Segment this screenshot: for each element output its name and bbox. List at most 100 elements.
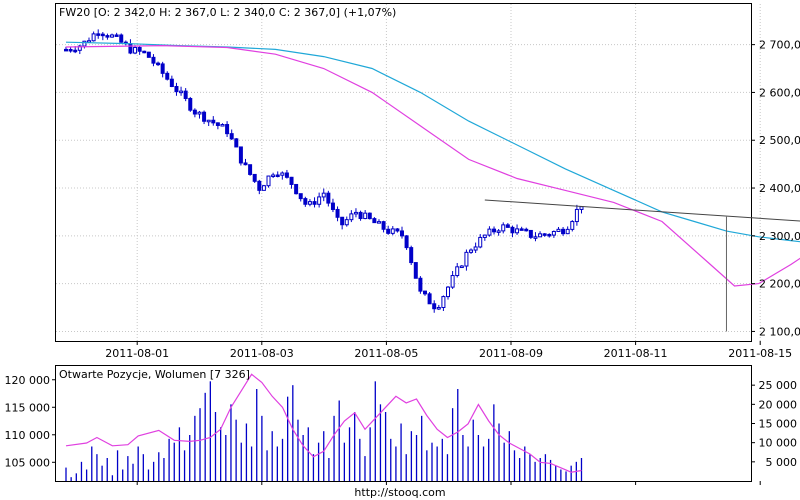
candle-body xyxy=(372,218,377,224)
price-y-tick-label: 2 200,0 xyxy=(759,278,800,291)
candle-body xyxy=(215,122,220,126)
candle-body xyxy=(243,162,248,166)
volume-panel xyxy=(55,365,752,482)
candle-body xyxy=(538,233,543,238)
candle-body xyxy=(501,224,506,232)
candle-body xyxy=(73,49,78,53)
candle-body xyxy=(257,180,262,191)
price-grid xyxy=(56,4,761,341)
price-lines xyxy=(65,41,800,332)
candle-body xyxy=(261,185,266,191)
footer-url[interactable]: http://stooq.com xyxy=(354,486,445,499)
candle-body xyxy=(146,51,151,58)
candle-body xyxy=(133,46,138,54)
candle-body xyxy=(496,230,501,233)
candle-body xyxy=(505,224,510,228)
candle-body xyxy=(87,40,92,43)
candle-body xyxy=(340,216,345,226)
candle-body xyxy=(169,78,174,88)
candle-body xyxy=(114,34,119,37)
candle-body xyxy=(202,111,207,122)
candle-body xyxy=(317,196,322,205)
candle-body xyxy=(344,219,349,226)
candle-body xyxy=(395,228,400,232)
candle-body xyxy=(298,193,303,200)
candle-body xyxy=(358,211,363,220)
candle-body xyxy=(326,192,331,204)
candle-body xyxy=(100,33,105,37)
candle-body xyxy=(307,201,312,205)
candle-body xyxy=(492,228,497,233)
candle-body xyxy=(160,63,165,74)
candle-body xyxy=(321,192,326,198)
candle-body xyxy=(252,173,257,182)
price-x-tick-label: 2011-08-05 xyxy=(354,347,418,360)
candle-body xyxy=(423,290,428,295)
volume-bars xyxy=(65,381,583,481)
candle-body xyxy=(464,251,469,267)
candle-body xyxy=(404,235,409,249)
candle-body xyxy=(183,90,188,99)
volume-left-tick-label: 105 000 xyxy=(5,456,51,469)
candle-body xyxy=(220,124,225,127)
volume-axes: 120 000 115 000 110 000 105 000 25 000 20 000… xyxy=(5,374,798,485)
candle-body xyxy=(533,236,538,239)
candle-body xyxy=(335,208,340,218)
candle-body xyxy=(211,119,216,124)
price-x-tick-label: 2011-08-03 xyxy=(230,347,294,360)
candle-body xyxy=(303,198,308,205)
volume-left-tick-label: 115 000 xyxy=(5,401,51,414)
volume-right-tick-label: 10 000 xyxy=(759,437,798,450)
candle-body xyxy=(349,213,354,221)
candle-body xyxy=(363,212,368,220)
moving-average-fast xyxy=(65,44,800,287)
volume-right-tick-label: 15 000 xyxy=(759,418,798,431)
candle-body xyxy=(510,226,515,234)
candle-body xyxy=(367,212,372,220)
candle-body xyxy=(280,172,285,176)
candle-body xyxy=(409,247,414,264)
candle-body xyxy=(234,138,239,148)
candle-body xyxy=(225,124,230,135)
price-candles xyxy=(64,29,584,313)
candle-body xyxy=(459,265,464,269)
candle-body xyxy=(482,234,487,238)
price-y-tick-label: 2 600,0 xyxy=(759,86,800,99)
volume-left-tick-label: 120 000 xyxy=(5,374,51,387)
candle-body xyxy=(524,228,529,232)
candle-body xyxy=(192,109,197,115)
candle-body xyxy=(547,233,552,237)
candle-body xyxy=(376,221,381,224)
candle-body xyxy=(110,34,115,38)
candle-body xyxy=(441,296,446,308)
volume-right-tick-label: 5 000 xyxy=(766,456,798,469)
candle-body xyxy=(528,229,533,238)
candle-body xyxy=(188,97,193,111)
candle-body xyxy=(82,40,87,47)
candle-body xyxy=(450,275,455,288)
candle-body xyxy=(197,111,202,115)
price-x-tick-label: 2011-08-11 xyxy=(604,347,668,360)
candle-body xyxy=(179,90,184,94)
candle-body xyxy=(556,228,561,232)
candle-body xyxy=(165,72,170,80)
candle-body xyxy=(515,228,520,234)
candle-body xyxy=(446,286,451,298)
price-x-tick-label: 2011-08-09 xyxy=(479,347,543,360)
price-x-tick-label: 2011-08-01 xyxy=(105,347,169,360)
candle-body xyxy=(128,43,133,54)
price-x-axis: 2011-08-01 2011-08-03 2011-08-05 2011-08-09… xyxy=(105,341,792,360)
candle-body xyxy=(399,230,404,237)
candle-body xyxy=(353,211,358,215)
moving-average-slow xyxy=(65,41,800,243)
candle-body xyxy=(469,249,474,253)
candle-body xyxy=(156,62,161,66)
price-y-tick-label: 2 500,0 xyxy=(759,134,800,147)
candle-body xyxy=(248,164,253,175)
candle-body xyxy=(418,277,423,292)
candle-body xyxy=(330,202,335,210)
candle-body xyxy=(137,46,142,52)
volume-left-tick-label: 110 000 xyxy=(5,429,51,442)
candle-body xyxy=(561,228,566,235)
candle-body xyxy=(519,228,524,231)
